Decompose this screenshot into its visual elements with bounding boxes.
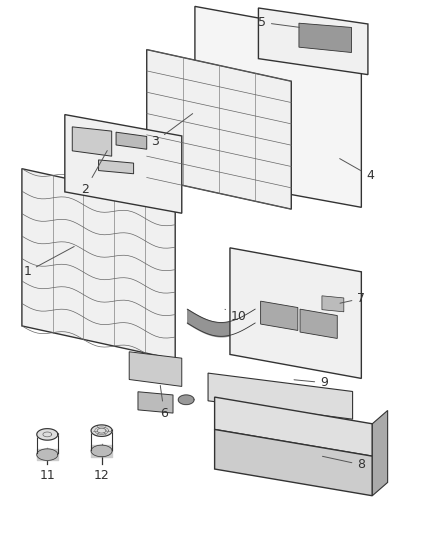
Polygon shape xyxy=(129,352,182,386)
Polygon shape xyxy=(116,132,147,149)
Polygon shape xyxy=(22,168,175,360)
Text: 2: 2 xyxy=(81,151,107,196)
Polygon shape xyxy=(195,6,361,207)
Text: 7: 7 xyxy=(340,292,365,305)
Polygon shape xyxy=(178,395,194,405)
Polygon shape xyxy=(215,397,372,456)
Text: 6: 6 xyxy=(160,385,168,419)
Polygon shape xyxy=(99,160,134,174)
Polygon shape xyxy=(147,50,291,209)
Text: 5: 5 xyxy=(258,16,300,29)
Polygon shape xyxy=(37,429,58,440)
Polygon shape xyxy=(322,296,344,312)
Text: 12: 12 xyxy=(94,469,110,482)
Polygon shape xyxy=(230,248,361,378)
Text: 10: 10 xyxy=(225,309,247,322)
Polygon shape xyxy=(208,373,353,419)
Polygon shape xyxy=(65,115,182,213)
Polygon shape xyxy=(91,425,112,437)
Text: 11: 11 xyxy=(39,469,55,482)
Polygon shape xyxy=(300,309,337,338)
Polygon shape xyxy=(372,410,388,496)
Polygon shape xyxy=(261,301,298,330)
Text: 4: 4 xyxy=(340,159,374,182)
Polygon shape xyxy=(91,445,112,457)
Text: 1: 1 xyxy=(23,246,74,278)
Text: 3: 3 xyxy=(152,114,193,148)
Polygon shape xyxy=(258,8,368,75)
Text: 9: 9 xyxy=(294,376,328,389)
Polygon shape xyxy=(299,23,351,53)
Text: 8: 8 xyxy=(322,456,365,471)
Polygon shape xyxy=(215,430,372,496)
Polygon shape xyxy=(37,449,58,461)
Polygon shape xyxy=(72,127,112,156)
Polygon shape xyxy=(138,392,173,413)
